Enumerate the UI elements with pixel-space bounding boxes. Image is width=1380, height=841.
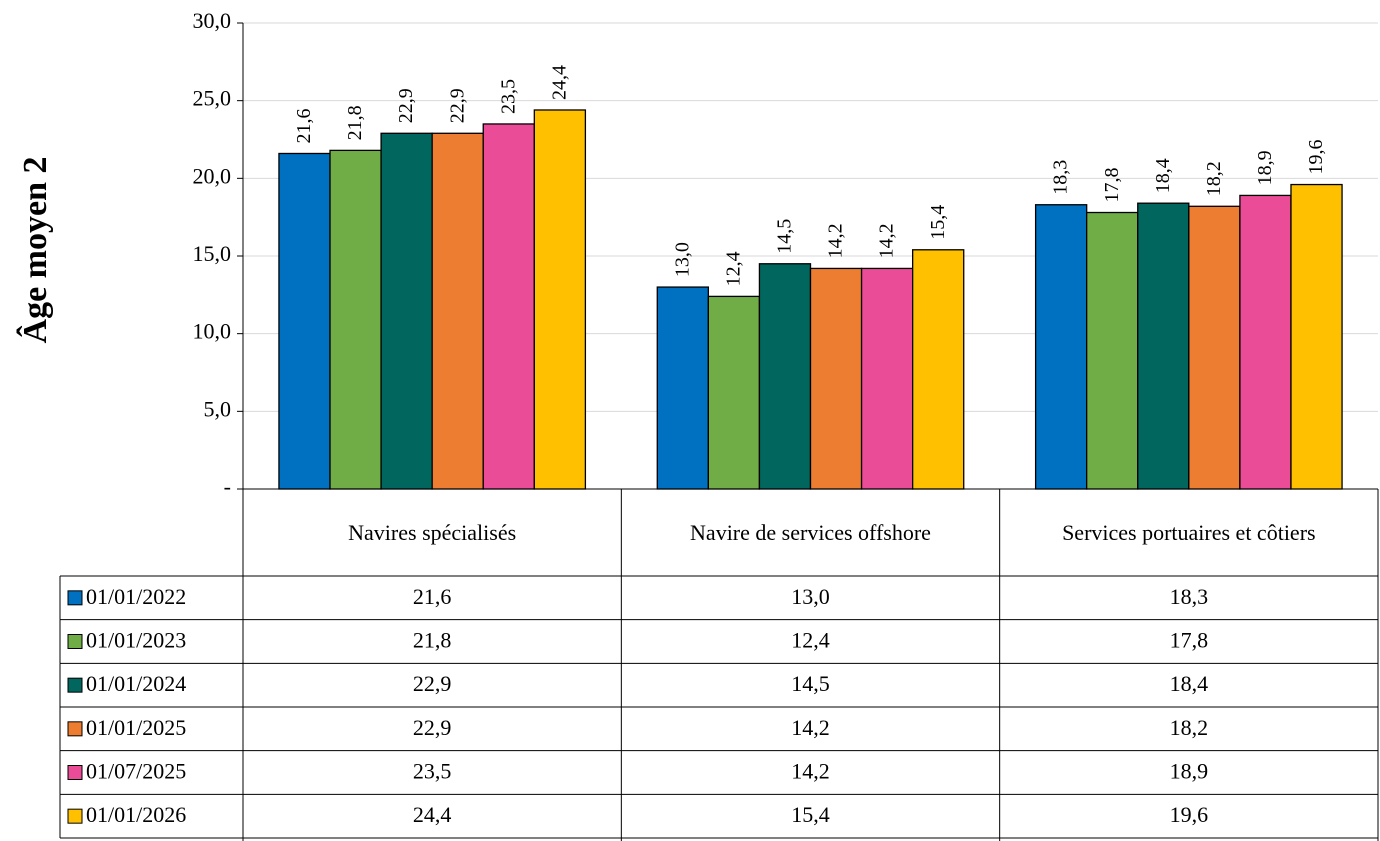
bar	[1188, 205, 1241, 490]
legend-label: 01/01/2026	[86, 802, 186, 827]
data-label: 12,4	[722, 251, 744, 286]
legend-swatch	[67, 721, 83, 737]
table-cell: 14,2	[791, 715, 830, 740]
bar	[809, 267, 863, 490]
table-cell: 21,6	[413, 584, 452, 609]
table-cell: 22,9	[413, 671, 452, 696]
data-label: 18,2	[1203, 161, 1225, 196]
legend-label: 01/01/2025	[86, 715, 186, 740]
table-cell: 23,5	[413, 759, 452, 784]
data-label: 22,9	[446, 88, 468, 123]
legend-label: 01/07/2025	[86, 759, 186, 784]
y-tick-label: 15,0	[193, 241, 232, 266]
y-tick-label: 30,0	[193, 8, 232, 33]
data-label: 21,6	[293, 108, 315, 143]
legend-swatch	[67, 677, 83, 693]
legend-swatch	[67, 634, 83, 649]
data-label: 22,9	[395, 88, 417, 123]
bar	[533, 109, 587, 490]
bar	[1137, 202, 1190, 490]
table-cell: 12,4	[791, 628, 830, 653]
bar	[1290, 183, 1343, 490]
bar	[1034, 204, 1088, 490]
bar	[758, 263, 812, 490]
y-tick-label: 10,0	[193, 319, 232, 344]
table-cell: 15,4	[791, 802, 830, 827]
data-label: 19,6	[1305, 140, 1327, 175]
data-label: 13,0	[671, 242, 693, 277]
table-cell: 21,8	[413, 628, 452, 653]
data-label: 17,8	[1101, 168, 1123, 203]
y-tick-label: -	[224, 474, 231, 499]
legend-swatch	[67, 765, 83, 780]
y-tick-label: 25,0	[193, 86, 232, 111]
data-label: 21,8	[344, 105, 366, 140]
table-cell: 17,8	[1170, 628, 1209, 653]
bar	[380, 132, 433, 490]
legend-label: 01/01/2022	[86, 584, 186, 609]
table-cell: 18,2	[1170, 715, 1209, 740]
bar	[278, 152, 331, 490]
table-cell: 18,9	[1170, 759, 1209, 784]
table-cell: 18,4	[1170, 671, 1209, 696]
legend-swatch	[67, 590, 83, 606]
bar	[707, 295, 761, 490]
bar	[1086, 211, 1139, 490]
y-tick-label: 5,0	[204, 396, 232, 421]
data-label: 15,4	[927, 205, 949, 240]
table-cell: 18,3	[1170, 584, 1209, 609]
legend-label: 01/01/2024	[86, 671, 186, 696]
data-label: 14,2	[876, 223, 898, 258]
y-tick-label: 20,0	[193, 163, 232, 188]
table-cell: 13,0	[791, 584, 830, 609]
category-label: Navire de services offshore	[690, 519, 931, 545]
bar	[912, 249, 965, 490]
category-header: Services portuaires et côtiers	[1062, 519, 1316, 545]
category-header: Navire de services offshore	[690, 519, 931, 545]
bar	[431, 132, 484, 490]
bar	[656, 286, 710, 490]
table-cell: 14,2	[791, 759, 830, 784]
data-label: 23,5	[497, 79, 519, 114]
table-cell: 14,5	[791, 671, 830, 696]
data-label: 18,9	[1254, 150, 1276, 185]
bar	[1239, 194, 1292, 490]
table-cell: 24,4	[413, 802, 452, 827]
data-label: 24,4	[548, 65, 570, 100]
data-label: 18,4	[1152, 158, 1174, 193]
bar	[860, 267, 914, 490]
data-label: 14,2	[825, 223, 847, 258]
table-cell: 22,9	[413, 715, 452, 740]
legend-label: 01/01/2023	[86, 628, 186, 653]
category-label: Services portuaires et côtiers	[1062, 519, 1316, 545]
category-label: Navires spécialisés	[348, 519, 517, 545]
bar	[482, 123, 535, 490]
bar	[329, 149, 382, 490]
category-header: Navires spécialisés	[348, 519, 517, 545]
legend-swatch	[67, 808, 83, 824]
y-axis-title: Âge moyen 2	[16, 157, 54, 344]
table-cell: 19,6	[1170, 802, 1209, 827]
data-label: 14,5	[774, 219, 796, 254]
data-label: 18,3	[1050, 160, 1072, 195]
